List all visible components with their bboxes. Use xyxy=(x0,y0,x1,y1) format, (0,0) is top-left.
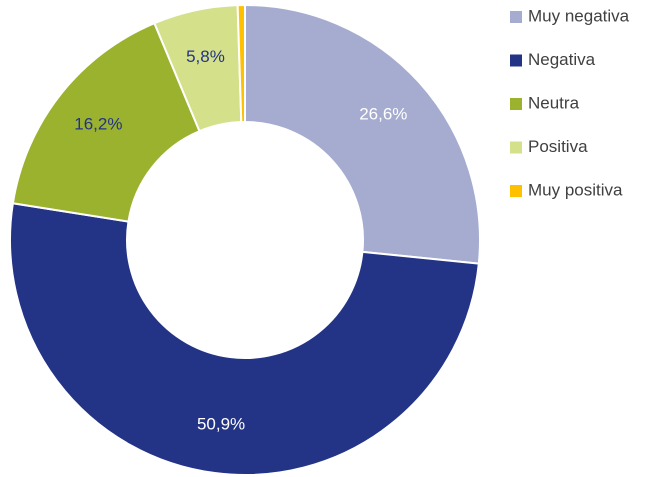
data-label: 50,9% xyxy=(197,414,245,433)
data-label: 16,2% xyxy=(74,114,122,133)
data-label: 5,8% xyxy=(186,47,225,66)
slice xyxy=(9,202,480,477)
legend-label: Muy negativa xyxy=(528,6,630,25)
data-label: 26,6% xyxy=(359,104,407,123)
legend-swatch xyxy=(510,54,522,67)
legend-swatch xyxy=(510,98,522,110)
slice xyxy=(244,3,481,265)
legend-label: Muy positiva xyxy=(528,180,623,199)
legend-swatch xyxy=(510,141,522,154)
legend-swatch xyxy=(510,11,522,23)
legend-label: Positiva xyxy=(528,137,588,156)
legend-swatch xyxy=(510,185,522,197)
legend-label: Negativa xyxy=(528,50,596,69)
slice xyxy=(11,21,201,223)
slice xyxy=(236,3,246,124)
legend-label: Neutra xyxy=(528,93,580,112)
